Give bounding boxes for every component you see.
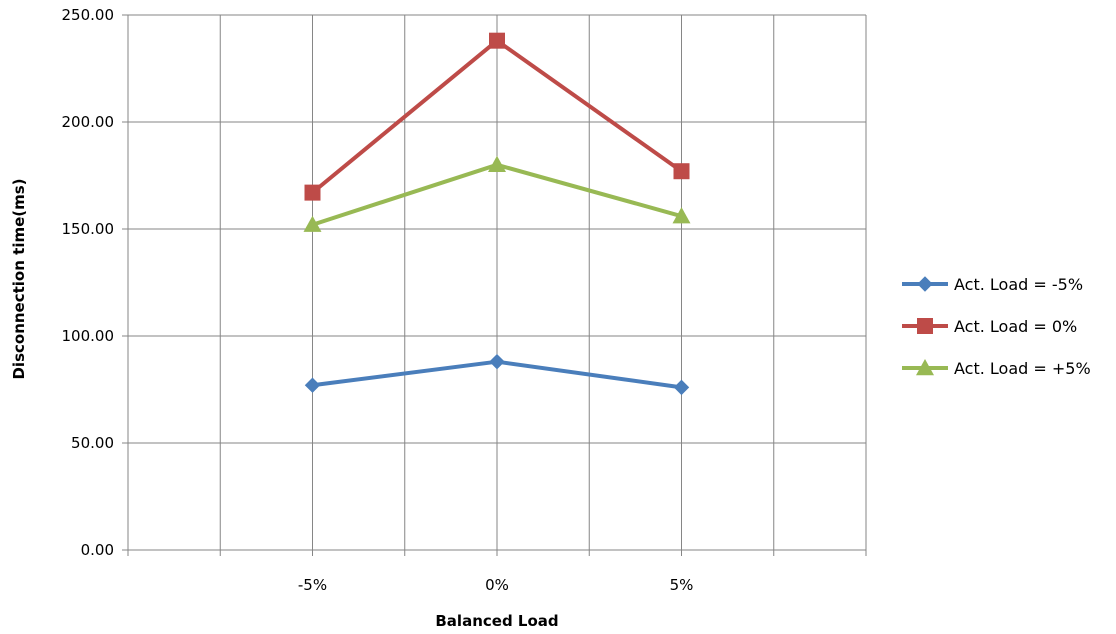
- y-tick-labels: 0.00 50.00 100.00 150.00 200.00 250.00: [62, 6, 115, 559]
- y-tick-label: 50.00: [71, 434, 114, 452]
- y-tick-label: 0.00: [81, 541, 114, 559]
- data-point: [489, 32, 505, 49]
- data-point: [488, 155, 506, 172]
- data-point: [489, 353, 505, 370]
- data-point: [303, 215, 322, 232]
- data-point: [673, 379, 690, 396]
- legend-label: Act. Load = +5%: [954, 359, 1091, 378]
- y-tick-label: 250.00: [62, 6, 115, 24]
- data-point: [304, 377, 321, 393]
- data-point: [673, 163, 690, 180]
- legend-swatch-marker: [917, 318, 933, 334]
- data-point: [672, 207, 691, 224]
- y-axis-title: Disconnection time(ms): [10, 178, 28, 379]
- axes: [122, 14, 867, 556]
- x-tick-label: 5%: [670, 576, 694, 594]
- legend-label: Act. Load = 0%: [954, 317, 1077, 336]
- legend-label: Act. Load = -5%: [954, 275, 1083, 294]
- x-tick-label: -5%: [298, 576, 327, 594]
- grid-lines: [128, 14, 867, 550]
- legend-swatch-marker: [917, 276, 933, 292]
- x-tick-label: 0%: [485, 576, 509, 594]
- legend-swatch-marker: [916, 359, 934, 376]
- y-tick-label: 150.00: [62, 220, 115, 238]
- y-tick-label: 100.00: [62, 327, 115, 345]
- series-group: [303, 32, 691, 396]
- y-tick-label: 200.00: [62, 113, 115, 131]
- data-point: [304, 184, 321, 201]
- legend: Act. Load = -5% Act. Load = 0% Act. Load =…: [902, 275, 1091, 378]
- x-tick-labels: -5% 0% 5%: [298, 576, 694, 594]
- x-axis-title: Balanced Load: [435, 612, 558, 630]
